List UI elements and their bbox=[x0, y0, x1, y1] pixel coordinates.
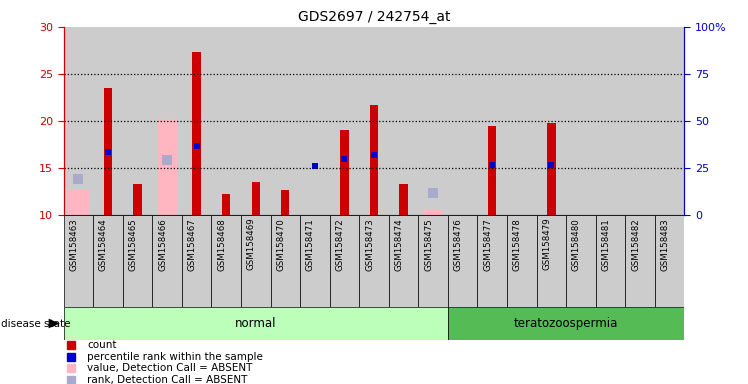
Bar bbox=[94, 215, 123, 307]
Bar bbox=[133, 184, 141, 215]
Bar bbox=[566, 27, 595, 215]
Bar bbox=[241, 27, 271, 215]
Text: GSM158477: GSM158477 bbox=[483, 218, 492, 271]
Bar bbox=[123, 215, 153, 307]
Text: GSM158469: GSM158469 bbox=[247, 218, 256, 270]
Text: GSM158464: GSM158464 bbox=[99, 218, 108, 271]
Text: GSM158463: GSM158463 bbox=[70, 218, 79, 271]
Text: GSM158470: GSM158470 bbox=[276, 218, 285, 271]
Bar bbox=[507, 27, 536, 215]
Bar bbox=[359, 27, 389, 215]
Bar bbox=[182, 27, 212, 215]
Text: GSM158466: GSM158466 bbox=[158, 218, 167, 271]
Bar bbox=[536, 215, 566, 307]
Bar bbox=[271, 27, 300, 215]
Bar bbox=[64, 27, 94, 215]
Bar bbox=[595, 215, 625, 307]
Bar bbox=[271, 215, 300, 307]
Text: value, Detection Call = ABSENT: value, Detection Call = ABSENT bbox=[88, 363, 253, 373]
Text: percentile rank within the sample: percentile rank within the sample bbox=[88, 352, 263, 362]
Bar bbox=[389, 27, 418, 215]
Bar bbox=[389, 215, 418, 307]
Bar bbox=[192, 52, 200, 215]
Bar bbox=[370, 105, 378, 215]
Bar bbox=[330, 27, 359, 215]
Text: GSM158476: GSM158476 bbox=[454, 218, 463, 271]
Bar bbox=[625, 27, 654, 215]
Text: disease state: disease state bbox=[1, 318, 71, 329]
Text: GSM158468: GSM158468 bbox=[217, 218, 226, 271]
Bar bbox=[330, 215, 359, 307]
Bar bbox=[595, 27, 625, 215]
Bar bbox=[153, 215, 182, 307]
Bar bbox=[418, 215, 448, 307]
Bar bbox=[654, 215, 684, 307]
Text: rank, Detection Call = ABSENT: rank, Detection Call = ABSENT bbox=[88, 374, 248, 384]
Text: normal: normal bbox=[235, 317, 277, 330]
Text: GSM158474: GSM158474 bbox=[394, 218, 404, 271]
Text: GSM158483: GSM158483 bbox=[660, 218, 669, 271]
Bar bbox=[251, 182, 260, 215]
Bar bbox=[68, 190, 89, 215]
Bar bbox=[300, 27, 330, 215]
Bar bbox=[448, 27, 477, 215]
Text: GSM158473: GSM158473 bbox=[365, 218, 374, 271]
Bar bbox=[477, 215, 507, 307]
Polygon shape bbox=[49, 319, 60, 328]
Bar bbox=[399, 184, 408, 215]
Bar bbox=[654, 27, 684, 215]
Text: GDS2697 / 242754_at: GDS2697 / 242754_at bbox=[298, 10, 450, 23]
Bar bbox=[212, 27, 241, 215]
Text: count: count bbox=[88, 340, 117, 350]
Text: GSM158467: GSM158467 bbox=[188, 218, 197, 271]
Bar bbox=[222, 194, 230, 215]
Bar bbox=[477, 27, 507, 215]
Bar bbox=[156, 119, 177, 215]
Text: GSM158475: GSM158475 bbox=[424, 218, 433, 271]
Bar bbox=[241, 215, 271, 307]
Text: GSM158478: GSM158478 bbox=[513, 218, 522, 271]
Text: GSM158482: GSM158482 bbox=[631, 218, 640, 271]
Bar bbox=[488, 126, 497, 215]
Bar bbox=[281, 190, 289, 215]
Bar bbox=[340, 131, 349, 215]
Bar bbox=[212, 215, 241, 307]
Text: GSM158481: GSM158481 bbox=[601, 218, 610, 271]
Bar bbox=[300, 215, 330, 307]
Bar bbox=[448, 307, 684, 340]
Bar bbox=[507, 215, 536, 307]
Bar bbox=[64, 215, 94, 307]
Text: GSM158479: GSM158479 bbox=[542, 218, 551, 270]
Bar bbox=[423, 210, 444, 215]
Bar bbox=[548, 123, 556, 215]
Bar bbox=[94, 27, 123, 215]
Bar bbox=[625, 215, 654, 307]
Text: GSM158471: GSM158471 bbox=[306, 218, 315, 271]
Bar bbox=[448, 215, 477, 307]
Bar bbox=[182, 215, 212, 307]
Bar bbox=[418, 27, 448, 215]
Text: GSM158472: GSM158472 bbox=[335, 218, 344, 271]
Bar bbox=[123, 27, 153, 215]
Bar bbox=[566, 215, 595, 307]
Bar bbox=[359, 215, 389, 307]
Text: GSM158465: GSM158465 bbox=[129, 218, 138, 271]
Text: teratozoospermia: teratozoospermia bbox=[514, 317, 619, 330]
Bar bbox=[104, 88, 112, 215]
Text: GSM158480: GSM158480 bbox=[572, 218, 581, 271]
Bar bbox=[153, 27, 182, 215]
Bar bbox=[64, 307, 448, 340]
Bar bbox=[536, 27, 566, 215]
